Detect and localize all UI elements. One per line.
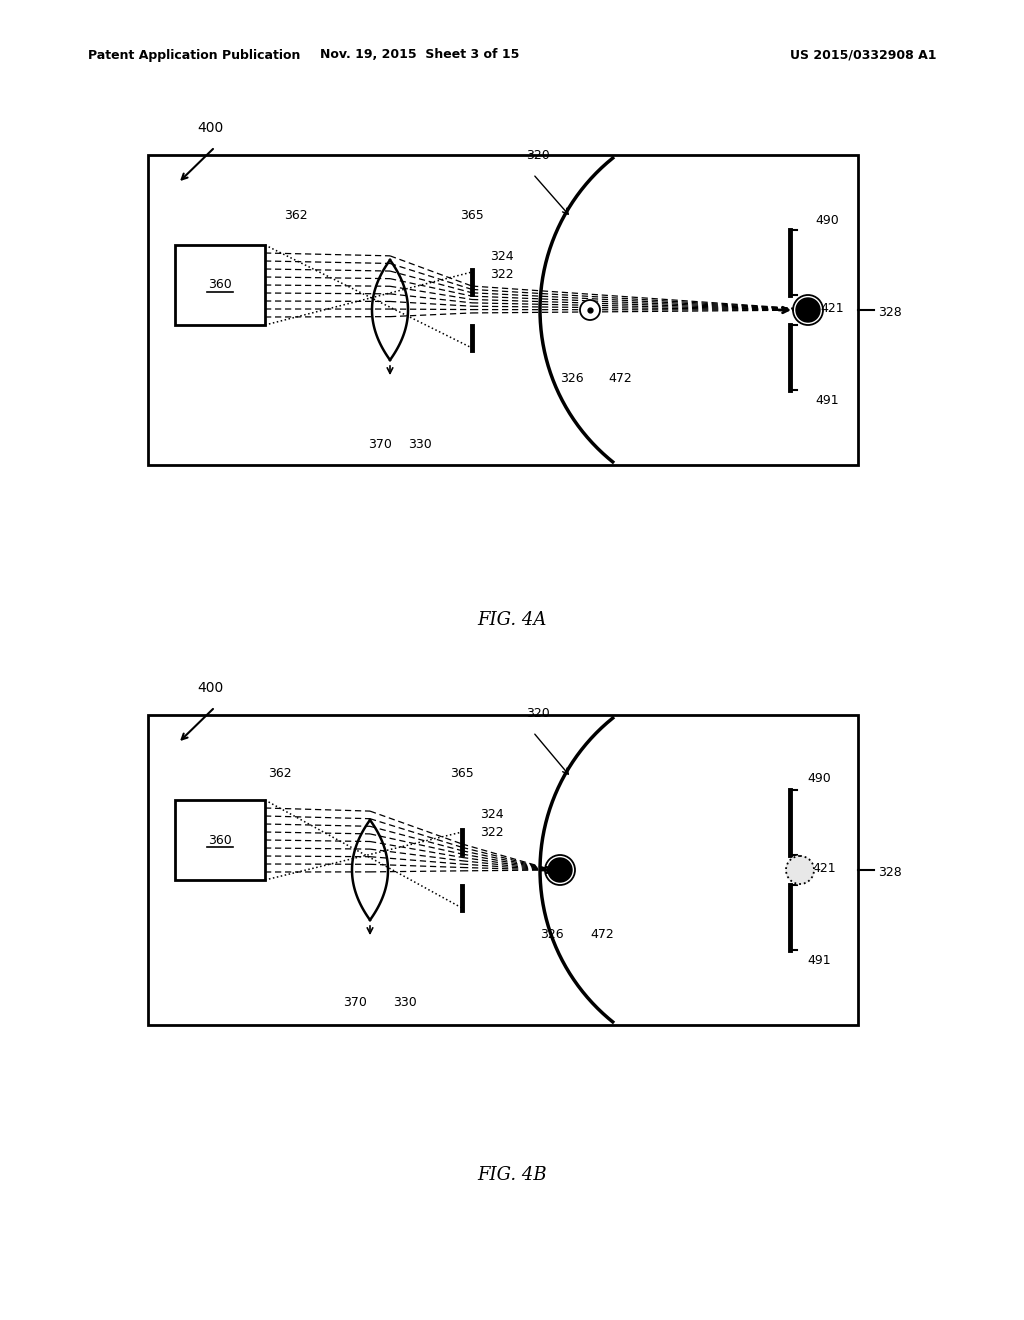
Circle shape (548, 858, 572, 882)
Text: 490: 490 (807, 771, 830, 784)
Text: 421: 421 (812, 862, 836, 874)
Text: 491: 491 (807, 953, 830, 966)
Bar (175, 800, 265, 880)
Bar (175, 246, 265, 325)
Text: 365: 365 (451, 767, 474, 780)
Text: 472: 472 (608, 371, 632, 384)
Text: 328: 328 (878, 866, 902, 879)
Text: 400: 400 (197, 681, 223, 696)
Text: 360: 360 (208, 279, 231, 292)
Text: 362: 362 (268, 767, 292, 780)
Text: 324: 324 (490, 251, 514, 264)
Text: 330: 330 (393, 997, 417, 1008)
Text: 370: 370 (368, 438, 392, 451)
Text: 362: 362 (285, 209, 308, 222)
Text: 365: 365 (460, 209, 484, 222)
Text: 326: 326 (540, 928, 563, 941)
Text: 320: 320 (526, 149, 550, 162)
Text: 400: 400 (197, 121, 223, 135)
Circle shape (786, 855, 814, 884)
Text: US 2015/0332908 A1: US 2015/0332908 A1 (790, 49, 937, 62)
Text: 320: 320 (526, 708, 550, 719)
Text: Nov. 19, 2015  Sheet 3 of 15: Nov. 19, 2015 Sheet 3 of 15 (321, 49, 520, 62)
Text: 421: 421 (820, 301, 844, 314)
Bar (148, 154, 858, 465)
Text: 491: 491 (815, 393, 839, 407)
Text: 326: 326 (560, 371, 584, 384)
Text: 330: 330 (409, 438, 432, 451)
Text: 324: 324 (480, 808, 504, 821)
Text: FIG. 4A: FIG. 4A (477, 611, 547, 630)
Text: Patent Application Publication: Patent Application Publication (88, 49, 300, 62)
Text: 370: 370 (343, 997, 367, 1008)
Text: 322: 322 (490, 268, 514, 281)
Text: 360: 360 (208, 833, 231, 846)
Text: 472: 472 (590, 928, 613, 941)
Text: FIG. 4B: FIG. 4B (477, 1166, 547, 1184)
Circle shape (796, 298, 820, 322)
Text: 328: 328 (878, 305, 902, 318)
Bar (148, 715, 858, 1026)
Text: 490: 490 (815, 214, 839, 227)
Circle shape (580, 300, 600, 319)
Text: 322: 322 (480, 826, 504, 840)
